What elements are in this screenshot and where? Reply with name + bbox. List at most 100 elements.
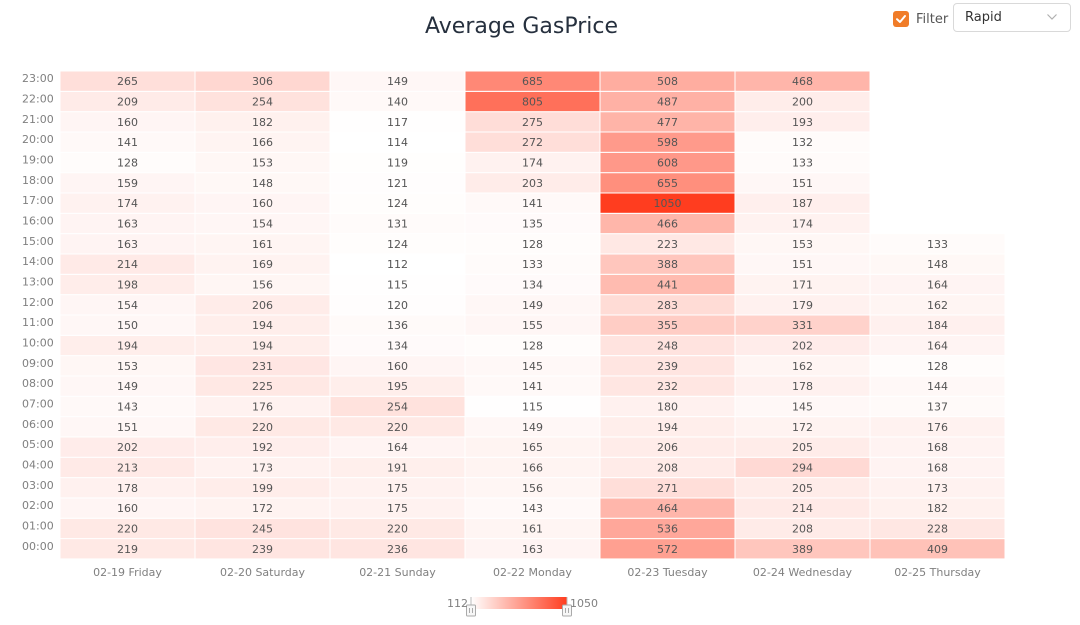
cell-label: 272 [522, 136, 543, 149]
visual-map-max-label: 1050 [570, 597, 598, 610]
cell-label: 205 [792, 482, 813, 495]
cell-label: 178 [117, 482, 138, 495]
chevron-down-icon [1047, 14, 1057, 20]
cell-label: 124 [387, 197, 408, 210]
cell-label: 194 [657, 421, 678, 434]
cell-label: 115 [387, 278, 408, 291]
filter-checkbox[interactable] [893, 11, 909, 27]
cell-label: 231 [252, 360, 273, 373]
cell-label: 168 [927, 461, 948, 474]
cell-label: 166 [252, 136, 273, 149]
cell-label: 165 [522, 441, 543, 454]
x-tick-label: 02-19 Friday [93, 566, 162, 579]
cell-label: 114 [387, 136, 408, 149]
cell-label: 172 [792, 421, 813, 434]
cell-label: 117 [387, 116, 408, 129]
cell-label: 805 [522, 95, 543, 108]
cell-label: 128 [522, 238, 543, 251]
cell-label: 208 [657, 461, 678, 474]
cell-label: 151 [117, 421, 138, 434]
y-tick-label: 09:00 [22, 357, 54, 370]
x-tick-label: 02-24 Wednesday [753, 566, 853, 579]
cell-label: 149 [522, 421, 543, 434]
y-tick-label: 20:00 [22, 133, 54, 146]
cell-label: 119 [387, 156, 408, 169]
cell-label: 124 [387, 238, 408, 251]
cell-label: 232 [657, 380, 678, 393]
cell-label: 134 [387, 339, 408, 352]
cell-label: 389 [792, 543, 813, 556]
cell-label: 195 [387, 380, 408, 393]
filter-control[interactable]: Filter [893, 4, 948, 34]
cell-label: 174 [792, 217, 813, 230]
x-tick-label: 02-22 Monday [493, 566, 572, 579]
cell-label: 164 [927, 339, 948, 352]
cell-label: 271 [657, 482, 678, 495]
cell-label: 294 [792, 461, 813, 474]
cell-label: 145 [522, 360, 543, 373]
cell-label: 153 [792, 238, 813, 251]
y-tick-label: 05:00 [22, 438, 54, 451]
cell-label: 176 [252, 400, 273, 413]
cell-label: 149 [117, 380, 138, 393]
cell-label: 409 [927, 543, 948, 556]
cell-label: 174 [522, 156, 543, 169]
y-tick-label: 22:00 [22, 92, 54, 105]
cell-label: 133 [522, 258, 543, 271]
x-tick-label: 02-23 Tuesday [627, 566, 708, 579]
y-tick-label: 03:00 [22, 479, 54, 492]
y-tick-label: 00:00 [22, 540, 54, 553]
cell-label: 206 [657, 441, 678, 454]
cell-label: 179 [792, 299, 813, 312]
cell-label: 220 [387, 522, 408, 535]
x-tick-label: 02-20 Saturday [220, 566, 306, 579]
cell-label: 115 [522, 400, 543, 413]
cell-label: 182 [252, 116, 273, 129]
x-tick-label: 02-25 Thursday [894, 566, 981, 579]
cell-label: 168 [927, 441, 948, 454]
y-tick-label: 12:00 [22, 296, 54, 309]
cell-label: 254 [387, 400, 408, 413]
cell-label: 144 [927, 380, 948, 393]
cell-label: 174 [117, 197, 138, 210]
y-tick-label: 04:00 [22, 458, 54, 471]
cell-label: 148 [252, 177, 273, 190]
y-tick-label: 19:00 [22, 153, 54, 166]
cell-label: 151 [792, 258, 813, 271]
cell-label: 153 [117, 360, 138, 373]
cell-label: 154 [252, 217, 273, 230]
cell-label: 154 [117, 299, 138, 312]
cell-label: 141 [522, 197, 543, 210]
filter-label: Filter [916, 11, 949, 27]
cell-label: 128 [117, 156, 138, 169]
cell-label: 143 [117, 400, 138, 413]
cell-label: 178 [792, 380, 813, 393]
cell-label: 128 [927, 360, 948, 373]
cell-label: 184 [927, 319, 948, 332]
cell-label: 214 [117, 258, 138, 271]
cell-label: 202 [117, 441, 138, 454]
visual-map-min-handle[interactable] [466, 597, 476, 617]
heatmap-cell[interactable] [734, 70, 871, 92]
cell-label: 192 [252, 441, 273, 454]
cell-label: 162 [792, 360, 813, 373]
y-tick-label: 18:00 [22, 174, 54, 187]
visual-map-bar [471, 597, 567, 609]
y-tick-label: 01:00 [22, 519, 54, 532]
cell-label: 477 [657, 116, 678, 129]
cell-label: 598 [657, 136, 678, 149]
y-tick-label: 16:00 [22, 214, 54, 227]
cell-label: 536 [657, 522, 678, 535]
speed-select[interactable]: Rapid [953, 3, 1071, 32]
cell-label: 159 [117, 177, 138, 190]
cell-label: 128 [522, 339, 543, 352]
heatmap-cell[interactable] [869, 233, 1006, 255]
cell-label: 173 [927, 482, 948, 495]
cell-label: 164 [927, 278, 948, 291]
y-tick-label: 02:00 [22, 499, 54, 512]
cell-label: 685 [522, 75, 543, 88]
cell-label: 441 [657, 278, 678, 291]
y-tick-label: 10:00 [22, 336, 54, 349]
cell-label: 331 [792, 319, 813, 332]
visual-map-max-handle[interactable] [562, 597, 572, 617]
